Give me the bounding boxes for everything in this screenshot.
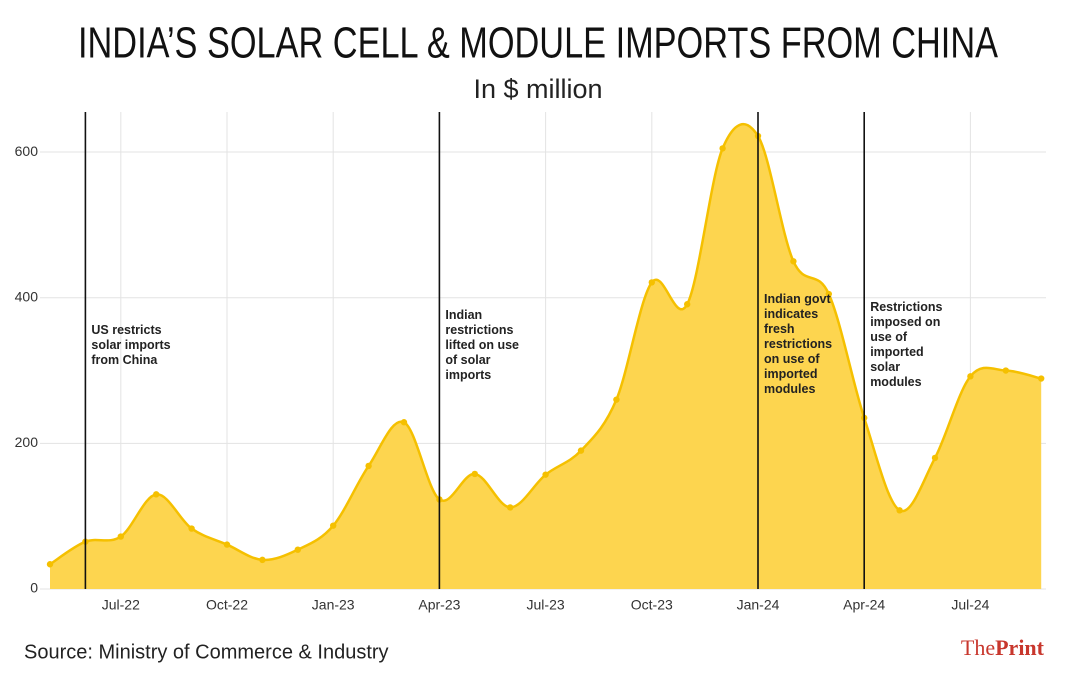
x-tick-label: Oct-23 (631, 597, 673, 613)
annotation-line-text: US restricts (91, 323, 161, 337)
brand-part1: The (961, 635, 995, 660)
point (153, 491, 160, 498)
point (471, 470, 478, 478)
annotation-line-text: restrictions (445, 323, 513, 337)
annotation-line-text: modules (764, 382, 815, 396)
point (188, 525, 195, 532)
point (1038, 375, 1045, 382)
chart-title: INDIA’S SOLAR CELL & MODULE IMPORTS FROM… (78, 19, 998, 68)
point (825, 290, 832, 298)
point (790, 258, 797, 265)
x-tick-label: Jan-24 (737, 597, 780, 613)
annotation-line-text: from China (91, 353, 158, 367)
annotation-line-text: Indian govt (764, 292, 832, 306)
point (719, 145, 726, 152)
brand-part2: Print (995, 635, 1045, 660)
annotation-line-text: restrictions (764, 337, 832, 351)
point (896, 507, 903, 514)
y-tick-label: 600 (15, 143, 39, 159)
annotation-line-text: Restrictions (870, 300, 942, 314)
x-tick-label: Jan-23 (312, 597, 355, 613)
point (223, 541, 231, 548)
point (577, 447, 585, 454)
annotation-line-text: imported (870, 345, 923, 359)
line (49, 122, 1042, 566)
point (967, 373, 974, 380)
annotation-text: US restricts solar imports from China (91, 323, 170, 367)
annotation-text: Indian govt indicates fresh restrictions on … (764, 292, 832, 396)
point (542, 471, 549, 478)
x-tick-label: Jul-22 (102, 597, 140, 613)
y-tick-label: 400 (15, 288, 39, 304)
annotation-line-text: imported (764, 367, 817, 381)
point (507, 504, 514, 511)
point (259, 556, 266, 564)
point (117, 533, 125, 540)
annotation-line-text: lifted on use (445, 338, 519, 352)
point (46, 561, 54, 568)
y-tick-label: 0 (30, 580, 38, 596)
x-tick-label: Oct-22 (206, 597, 248, 613)
annotation-line-text: solar (870, 360, 900, 374)
annotation-line-text: on use of (764, 352, 820, 366)
annotation-text: Indian restrictions lifted on use of solar i… (445, 308, 519, 382)
annotation-text: Restrictions imposed on use of imported sola… (870, 300, 942, 389)
annotation-line-text: Indian (445, 308, 482, 322)
point (1002, 367, 1009, 374)
point (648, 279, 655, 286)
brand-logo: ThePrint (961, 635, 1045, 660)
point (931, 454, 939, 462)
annotation-line-text: imports (445, 368, 491, 382)
area (50, 124, 1042, 590)
annotation-line-text: indicates (764, 307, 818, 321)
annotation-line-text: use of (870, 330, 908, 344)
chart-subtitle: In $ million (473, 74, 602, 104)
x-tick-label: Apr-23 (418, 597, 460, 613)
point (330, 522, 337, 529)
point (365, 462, 372, 470)
annotation-line-text: solar imports (91, 338, 170, 352)
annotation-line-text: of solar (445, 353, 490, 367)
source: Source: Ministry of Commerce & Industry (24, 641, 389, 663)
y-tick-label: 200 (15, 434, 39, 450)
annotation-line-text: fresh (764, 322, 795, 336)
point (684, 301, 691, 308)
point (613, 396, 620, 403)
annotation-line-text: imposed on (870, 315, 940, 329)
annotation-line-text: modules (870, 375, 921, 389)
x-tick-label: Jul-24 (951, 597, 989, 613)
point (294, 546, 301, 553)
x-tick-label: Jul-23 (527, 597, 565, 613)
x-tick-label: Apr-24 (843, 597, 885, 613)
point (400, 419, 408, 426)
